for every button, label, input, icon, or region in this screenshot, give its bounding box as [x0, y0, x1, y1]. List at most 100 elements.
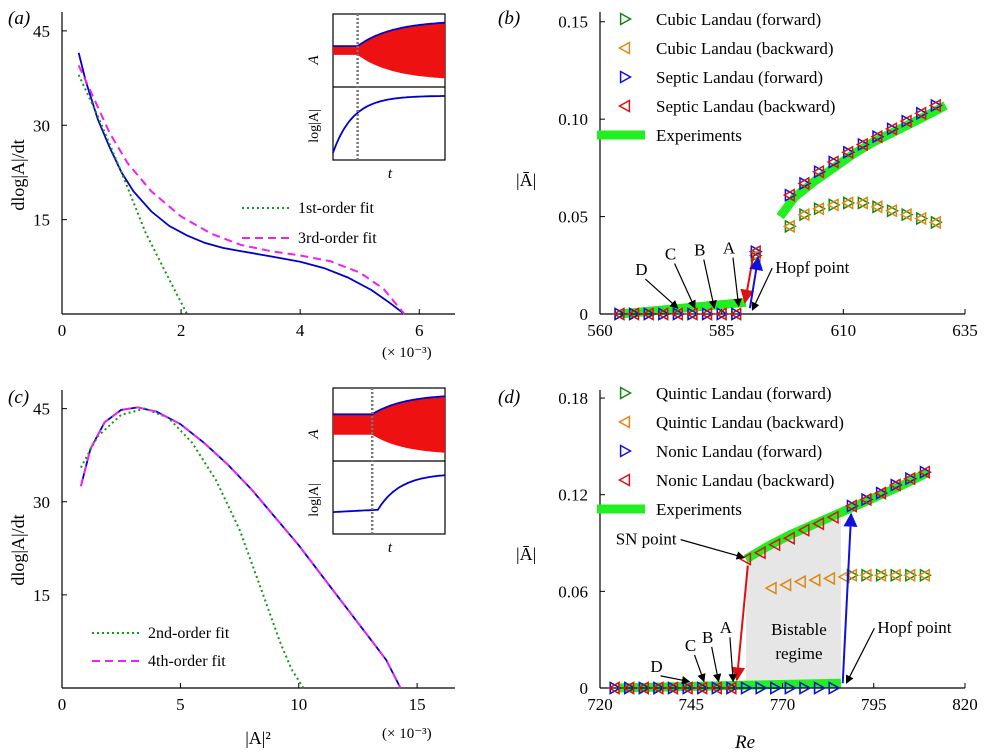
marker-d-4	[811, 516, 825, 531]
inset-envelope-c	[333, 395, 446, 416]
annotation-label-d: B	[702, 628, 713, 647]
y-tick-label-a: 45	[33, 22, 50, 41]
marker-b-4	[670, 307, 684, 321]
legend-item-d-1: Quintic Landau (forward)	[656, 384, 832, 403]
marker-d-4	[724, 681, 737, 695]
panel-c: (c) dlog|A|/dt |A|² (× 10⁻³) 0 5 10 15 15 30 4…	[8, 387, 455, 748]
legend-item-b-1: Cubic Landau (forward)	[656, 10, 821, 29]
inset-a-ylabel-top: A	[306, 55, 322, 66]
legend-marker-b-3	[619, 70, 633, 84]
panel-c-xlabel: |A|²	[245, 728, 271, 748]
marker-b-4	[641, 307, 654, 321]
legend-marker-d-4	[617, 473, 631, 487]
panel-b-label: (b)	[498, 8, 520, 29]
marker-d-4	[826, 510, 839, 525]
marker-d-4	[768, 537, 781, 552]
marker-d-3	[799, 681, 812, 695]
marker-b-2	[899, 207, 912, 222]
panel-c-ylabel: dlog|A|/dt	[8, 514, 28, 585]
legend-marker-b-4	[617, 99, 631, 113]
annotation-label-b: Hopf point	[775, 258, 849, 277]
panel-a: (a) dlog|A|/dt (× 10⁻³) 0 2 4 6 15 30 45 1st-o…	[8, 8, 455, 361]
annotation-arrow-d	[693, 654, 706, 683]
x-tick-label-a: 6	[415, 321, 424, 340]
x-tick-label-d: 745	[679, 695, 705, 714]
series-line-a-3	[77, 65, 406, 315]
marker-b-4	[870, 129, 883, 144]
region-label-d: Bistable	[771, 620, 827, 639]
annotation-arrow-d	[845, 627, 875, 684]
marker-d-3	[784, 681, 797, 695]
legend-marker-d-1	[619, 386, 633, 400]
panel-c-x-multiplier: (× 10⁻³)	[382, 726, 432, 742]
plot-c: 0 5 10 15 15 30 45	[33, 390, 455, 714]
marker-d-2	[844, 568, 857, 583]
marker-d-4	[622, 681, 635, 695]
inset-c-ylabel-top: A	[306, 429, 322, 440]
panel-d-label: (d)	[498, 387, 520, 408]
marker-b-4	[714, 307, 727, 321]
marker-b-4	[656, 307, 669, 321]
x-tick-label-c: 10	[290, 695, 307, 714]
marker-d-2	[859, 568, 872, 583]
series-line-c-3	[79, 406, 402, 689]
legend-a: 1st-order fit 3rd-order fit	[242, 200, 377, 247]
marker-b-2	[914, 211, 927, 226]
annotation-label-b: C	[665, 244, 676, 263]
marker-d-3	[813, 681, 827, 695]
jump-arrow-b-2	[748, 256, 764, 309]
x-tick-label-d: 795	[861, 695, 887, 714]
marker-b-4	[826, 155, 839, 169]
marker-b-4	[928, 98, 941, 113]
legend-c: 2nd-order fit 4th-order fit	[92, 625, 230, 670]
annotation-arrow-b	[751, 267, 773, 311]
marker-d-3	[755, 681, 768, 695]
legend-d: Quintic Landau (forward) Quintic Landau (…	[597, 384, 844, 519]
legend-item-d-2: Quintic Landau (backward)	[656, 413, 844, 432]
marker-d-4	[844, 499, 857, 513]
x-tick-label-b: 635	[952, 321, 978, 340]
annotation-label-d: A	[720, 618, 733, 637]
x-tick-label-b: 560	[587, 321, 613, 340]
panel-d: (d) |Ā| Re 720 745 770 795 820 0 0.06 0.12 0.18 A…	[498, 384, 978, 753]
legend-c-item-1: 2nd-order fit	[148, 625, 230, 642]
annotation-label-d: D	[650, 657, 662, 676]
legend-b: Cubic Landau (forward) Cubic Landau (back…	[597, 10, 835, 145]
inset-log-amplitude-c	[332, 474, 446, 513]
x-tick-label-a: 2	[177, 321, 186, 340]
marker-d-4	[709, 681, 722, 695]
marker-d-2	[793, 574, 806, 589]
inset-c	[332, 387, 446, 535]
x-tick-label-b: 610	[831, 321, 857, 340]
marker-b-2	[870, 200, 883, 214]
marker-d-2	[808, 573, 821, 587]
y-tick-label-b: 0.05	[558, 208, 588, 227]
marker-b-2	[811, 202, 825, 216]
y-tick-label-d: 0	[580, 679, 589, 698]
series-line-c-2	[80, 407, 305, 689]
x-tick-label-b: 585	[709, 321, 735, 340]
marker-b-4	[855, 137, 868, 152]
panel-b-ylabel: |Ā|	[516, 170, 536, 190]
y-tick-label-b: 0	[580, 305, 589, 324]
legend-item-d-4: Nonic Landau (backward)	[656, 471, 834, 490]
inset-log-amplitude-a	[332, 95, 445, 154]
legend-a-item-1: 1st-order fit	[298, 200, 375, 217]
annotation-label-b: B	[694, 241, 705, 260]
jump-arrow-d-1	[731, 565, 749, 682]
x-tick-label-d: 820	[952, 695, 978, 714]
marker-d-4	[680, 681, 693, 695]
legend-c-item-2: 4th-order fit	[148, 653, 226, 670]
annotation-arrow-b	[674, 263, 696, 309]
legend-marker-b-1	[619, 12, 633, 26]
marker-b-2	[782, 219, 795, 234]
legend-marker-d-3	[619, 444, 633, 458]
y-tick-label-c: 15	[33, 586, 50, 605]
y-tick-label-c: 45	[33, 400, 50, 419]
marker-b-2	[797, 207, 810, 222]
marker-d-2	[888, 568, 901, 583]
annotation-label-b: D	[635, 260, 647, 279]
marker-d-4	[903, 471, 916, 486]
marker-b-2	[928, 215, 941, 230]
